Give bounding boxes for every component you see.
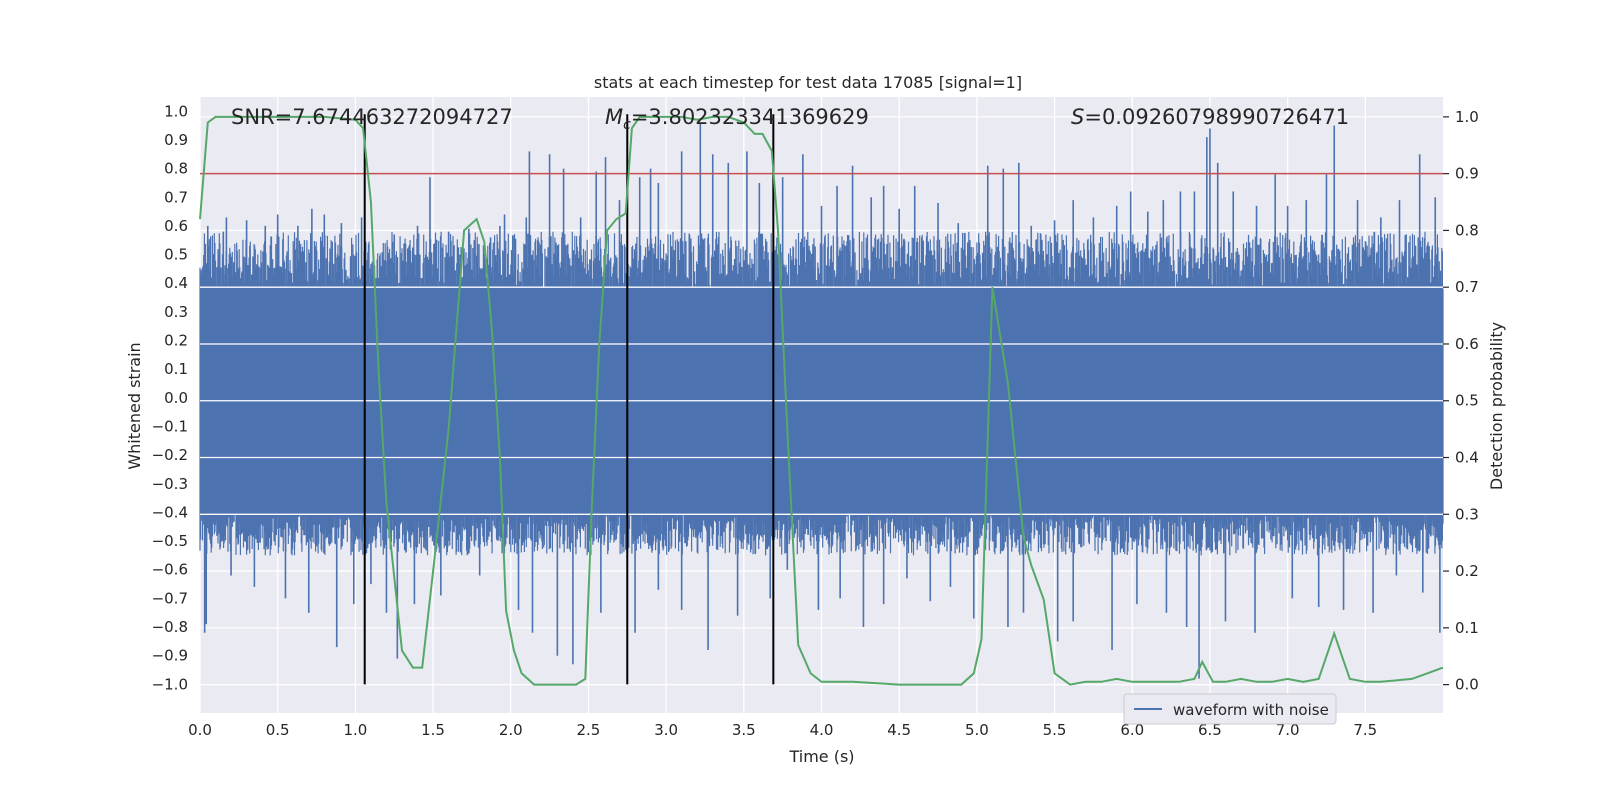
event-lines [363,114,775,685]
y-tick-label: 0.5 [164,246,188,264]
y-tick-label: −0.2 [152,446,188,464]
y-tick-label: −0.3 [152,475,188,493]
y2-tick-label: 0.3 [1455,505,1479,523]
legend: waveform with noise [1123,693,1337,725]
x-tick-label: 4.0 [810,721,834,739]
waveform-series [199,122,1444,679]
x-axis-ticks: 0.0 0.5 1.0 1.5 2.0 2.5 3.0 3.5 4.0 4.5 5.0 5.5 6.0 6… [188,721,1377,739]
y2-tick-label: 0.9 [1455,165,1479,183]
y2-tick-label: 0.8 [1455,221,1479,239]
chirp-mass-symbol: M [605,105,623,129]
probability-series [199,115,1444,686]
y2-tick-label: 0.1 [1455,619,1479,637]
probability-line [199,115,1444,686]
x-tick-label: 6.5 [1198,721,1222,739]
y-tick-label: 1.0 [164,102,188,120]
x-tick-label: 5.5 [1043,721,1067,739]
y-axis-label: Whitened strain [125,342,144,469]
snr-annotation: SNR=7.674463272094727 [231,105,513,129]
x-tick-label: 2.5 [577,721,601,739]
y-tick-label: 0.4 [164,274,188,292]
y-tick-label: 0.2 [164,332,188,350]
x-tick-label: 5.0 [965,721,989,739]
y-tick-label: −0.5 [152,532,188,550]
x-tick-label: 0.5 [266,721,290,739]
y-tick-label: −0.8 [152,618,188,636]
x-tick-label: 7.5 [1353,721,1377,739]
y-tick-label: 0.9 [164,131,188,149]
y-tick-label: −0.6 [152,561,188,579]
y2-tick-label: 1.0 [1455,108,1479,126]
x-tick-label: 6.0 [1120,721,1144,739]
y-tick-label: 0.1 [164,360,188,378]
y-tick-label: 0.7 [164,188,188,206]
chart-title: stats at each timestep for test data 170… [594,73,1022,92]
s-value: =0.09260798990726471 [1084,105,1349,129]
y2-tick-label: 0.2 [1455,562,1479,580]
chirp-mass-subscript: c [623,117,631,133]
y-tick-label: 0.3 [164,303,188,321]
y-tick-label: 0.6 [164,217,188,235]
y-tick-label: −0.4 [152,503,188,521]
chirp-mass-annotation: Mc=3.802323341369629 [605,105,869,133]
y-tick-label: −0.7 [152,589,188,607]
y2-axis-label: Detection probability [1487,322,1506,490]
y-tick-label: −0.9 [152,647,188,665]
x-tick-label: 1.0 [343,721,367,739]
y-tick-label: 0.8 [164,160,188,178]
chirp-mass-value: =3.802323341369629 [631,105,869,129]
y2-tick-label: 0.4 [1455,449,1479,467]
x-tick-label: 3.0 [654,721,678,739]
y-tick-label: −0.1 [152,417,188,435]
x-tick-label: 3.5 [732,721,756,739]
y2-tick-label: 0.5 [1455,392,1479,410]
s-symbol: S [1071,105,1084,129]
legend-label: waveform with noise [1173,701,1329,719]
y-tick-label: −1.0 [152,675,188,693]
x-tick-label: 4.5 [887,721,911,739]
y2-tick-label: 0.6 [1455,335,1479,353]
x-axis-label: Time (s) [788,747,854,766]
y2-tick-label: 0.7 [1455,278,1479,296]
x-tick-label: 7.0 [1276,721,1300,739]
x-tick-label: 2.0 [499,721,523,739]
y-axis-ticks: 1.0 0.9 0.8 0.7 0.6 0.5 0.4 0.3 0.2 0.1 0.0 −0.1 −0.… [152,102,188,693]
y2-tick-label: 0.0 [1455,676,1479,694]
legend-box [1123,693,1337,725]
y2-axis-ticks: 1.0 0.9 0.8 0.7 0.6 0.5 0.4 0.3 0.2 0.1 0.0 [1443,108,1479,694]
s-annotation: S=0.09260798990726471 [1071,105,1349,129]
x-tick-label: 0.0 [188,721,212,739]
y-tick-label: 0.0 [164,389,188,407]
x-tick-label: 1.5 [421,721,445,739]
